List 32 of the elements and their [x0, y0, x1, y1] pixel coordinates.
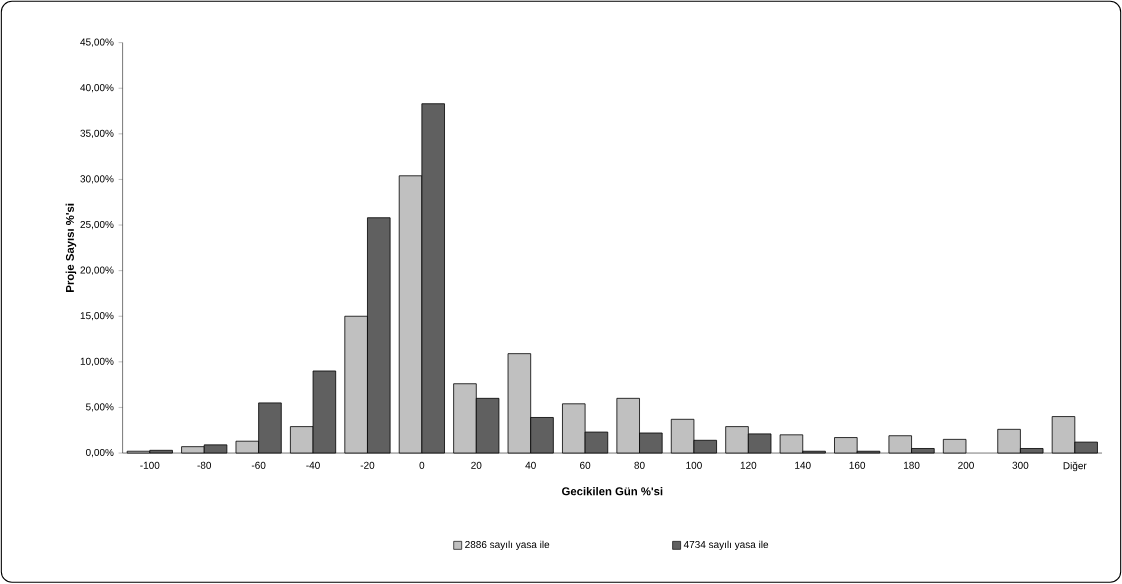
- x-tick-label: -20: [360, 461, 375, 470]
- x-tick-label: 40: [525, 461, 536, 470]
- y-tick-label: 0,00%: [85, 449, 114, 458]
- x-tick-label: 80: [634, 461, 645, 470]
- x-tick-label: 60: [580, 461, 591, 470]
- x-tick-label: 160: [849, 461, 866, 470]
- y-tick-label: 25,00%: [80, 221, 114, 230]
- x-tick-label: 140: [795, 461, 811, 470]
- legend-label: 4734 sayılı yasa ile: [683, 540, 769, 551]
- x-tick-label: 180: [903, 461, 920, 470]
- x-tick-label: 100: [686, 461, 702, 470]
- x-tick-label: -80: [197, 461, 212, 470]
- x-tick-label: 200: [958, 461, 974, 470]
- y-tick-label: 45,00%: [80, 38, 114, 47]
- x-tick-label: -100: [140, 461, 160, 470]
- x-tick-label: -60: [251, 461, 266, 470]
- y-tick-label: 15,00%: [80, 312, 114, 321]
- x-tick-label: 120: [740, 461, 757, 470]
- x-tick-label: 0: [419, 461, 425, 470]
- y-tick-label: 5,00%: [85, 403, 114, 412]
- x-tick-label: -40: [306, 461, 320, 470]
- y-tick-label: 30,00%: [80, 175, 114, 184]
- y-tick-label: 10,00%: [80, 357, 114, 367]
- y-axis-title: Proje Sayısı %'si: [65, 204, 77, 293]
- x-tick-label: Diğer: [1063, 461, 1087, 472]
- x-tick-label: 300: [1012, 461, 1029, 470]
- y-tick-label: 35,00%: [80, 129, 114, 139]
- x-tick-label: 20: [471, 461, 482, 470]
- y-tick-label: 40,00%: [80, 84, 114, 93]
- y-tick-label: 20,00%: [80, 266, 114, 275]
- x-axis-title: Gecikilen Gün %'si: [562, 487, 663, 496]
- legend-label: 2886 sayılı yasa ile: [465, 540, 550, 551]
